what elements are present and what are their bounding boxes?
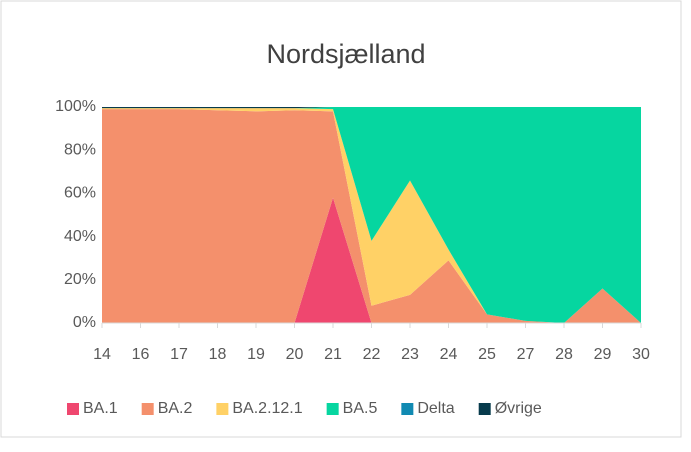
x-tick-label: 27 <box>517 346 535 363</box>
y-tick-label: 20% <box>64 271 96 288</box>
legend-label: BA.2.12.1 <box>232 400 302 417</box>
x-tick-label: 16 <box>132 346 150 363</box>
legend-swatch <box>326 403 339 415</box>
x-tick-label: 23 <box>401 346 419 363</box>
legend-swatch <box>216 403 229 415</box>
legend-label: Øvrige <box>495 400 542 417</box>
legend-swatch <box>67 403 79 415</box>
y-tick-label: 0% <box>73 314 96 331</box>
y-tick-label: 100% <box>55 98 96 115</box>
area <box>102 109 641 323</box>
x-tick-label: 18 <box>209 346 227 363</box>
legend-label: BA.5 <box>343 400 378 417</box>
x-tick-label: 25 <box>478 346 496 363</box>
legend-label: BA.1 <box>83 400 118 417</box>
x-tick-label: 22 <box>363 346 381 363</box>
x-tick-label: 30 <box>632 346 650 363</box>
y-tick-label: 80% <box>64 141 96 158</box>
area <box>102 107 641 109</box>
x-tick-label: 17 <box>170 346 188 363</box>
legend-swatch <box>401 403 414 415</box>
y-tick-label: 60% <box>64 185 96 202</box>
x-tick-label: 14 <box>93 346 111 363</box>
legend-label: BA.2 <box>158 400 193 417</box>
legend-swatch <box>478 403 491 415</box>
area <box>102 108 641 323</box>
x-tick-label: 28 <box>555 346 573 363</box>
chart-title: Nordsjælland <box>266 39 425 69</box>
y-tick-label: 40% <box>64 228 96 245</box>
legend-swatch <box>141 403 154 415</box>
x-tick-label: 19 <box>247 346 265 363</box>
x-tick-label: 20 <box>286 346 304 363</box>
x-tick-label: 21 <box>324 346 342 363</box>
legend-label: Delta <box>417 400 454 417</box>
area <box>102 107 641 323</box>
x-tick-label: 29 <box>594 346 612 363</box>
x-tick-label: 24 <box>440 346 458 363</box>
